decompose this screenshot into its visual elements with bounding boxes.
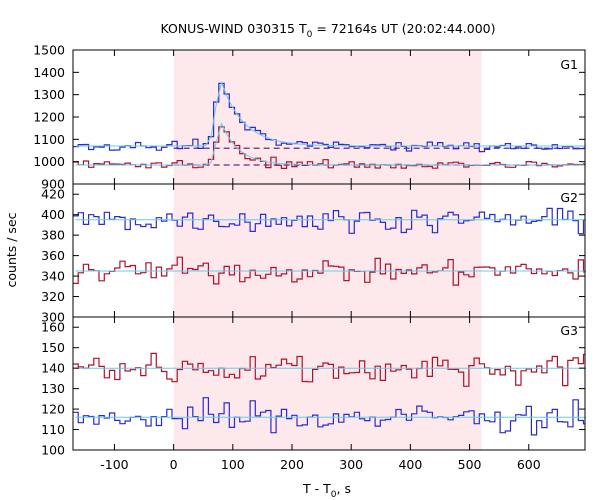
y-tick-label-g2-380: 380 [41, 228, 65, 243]
x-axis-label-main: T - T [302, 481, 331, 496]
panel-label-g1: G1 [560, 57, 578, 72]
y-tick-label-g2-320: 320 [41, 289, 65, 304]
panel-frame-g3 [72, 316, 586, 451]
fit-g1-blue [75, 80, 587, 147]
y-tick-label-g3-110: 110 [41, 422, 65, 437]
x-tick-label-300: 300 [339, 457, 363, 472]
y-tick-label-g1-1400: 1400 [33, 65, 65, 80]
y-axis-label: counts / sec [4, 212, 19, 287]
y-tick-label-g1-1000: 1000 [33, 154, 65, 169]
x-tick-label-100: 100 [221, 457, 245, 472]
x-tick-label-500: 500 [458, 457, 482, 472]
x-axis-label-rest: , s [337, 481, 351, 496]
y-tick-label-g2-420: 420 [41, 187, 65, 202]
series-g3-blue [73, 397, 585, 436]
x-tick-label-400: 400 [398, 457, 422, 472]
y-tick-label-g2-400: 400 [41, 207, 65, 222]
x-tick-label-600: 600 [517, 457, 541, 472]
y-tick-label-g3-140: 140 [41, 361, 65, 376]
highlight-interval-g3 [173, 317, 482, 450]
y-tick-label-g2-360: 360 [41, 248, 65, 263]
y-tick-label-g3-120: 120 [41, 402, 65, 417]
panel-label-g3: G3 [560, 323, 578, 338]
fit-g1-red [75, 122, 587, 166]
x-tick-label--100: -100 [100, 457, 128, 472]
y-tick-label-g1-1300: 1300 [33, 87, 65, 102]
highlight-interval-g1 [173, 50, 482, 184]
x-tick-label-0: 0 [170, 457, 178, 472]
y-tick-label-g1-1500: 1500 [33, 43, 65, 58]
x-axis-label-subscript: 0 [331, 490, 337, 500]
y-tick-label-g3-150: 150 [41, 340, 65, 355]
y-tick-label-g1-900: 900 [41, 177, 65, 192]
x-axis-label: T - T0, s [302, 481, 351, 500]
chart-title-subscript: 0 [307, 30, 313, 40]
x-tick-label-200: 200 [280, 457, 304, 472]
panel-label-g2: G2 [560, 190, 578, 205]
y-tick-label-g3-130: 130 [41, 381, 65, 396]
chart-title-rest: = 72164s UT (20:02:44.000) [312, 21, 495, 36]
highlight-interval-g2 [173, 184, 482, 317]
y-tick-label-g2-300: 300 [41, 310, 65, 325]
series-g3-red [73, 352, 585, 387]
y-tick-label-g2-340: 340 [41, 269, 65, 284]
y-tick-label-g3-160: 160 [41, 320, 65, 335]
chart-title-main: KONUS-WIND 030315 T [160, 21, 306, 36]
y-tick-label-g1-1100: 1100 [33, 132, 65, 147]
y-tick-label-g1-1200: 1200 [33, 110, 65, 125]
y-tick-label-g3-100: 100 [41, 443, 65, 458]
chart-title: KONUS-WIND 030315 T0 = 72164s UT (20:02:… [160, 21, 495, 40]
